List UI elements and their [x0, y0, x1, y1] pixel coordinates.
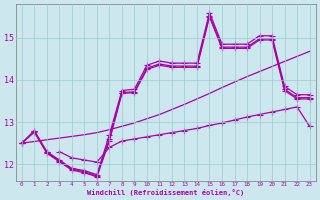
X-axis label: Windchill (Refroidissement éolien,°C): Windchill (Refroidissement éolien,°C) — [87, 189, 244, 196]
